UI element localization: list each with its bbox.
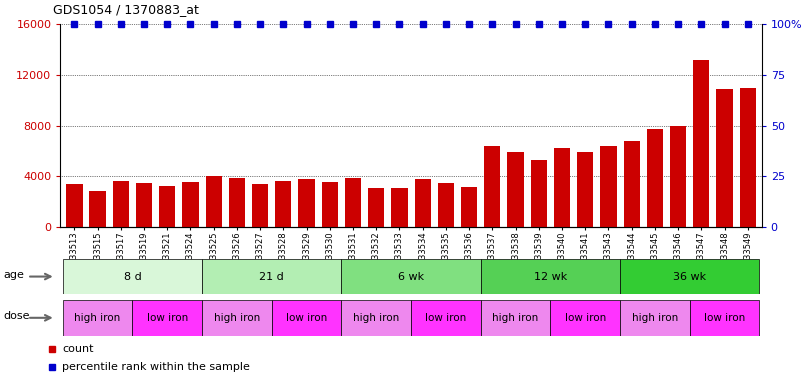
Text: low iron: low iron: [564, 313, 606, 323]
Bar: [717, 89, 733, 227]
Bar: [272, 300, 342, 336]
Text: high iron: high iron: [214, 313, 260, 323]
Text: age: age: [3, 270, 24, 280]
Bar: [461, 187, 477, 227]
Bar: [229, 177, 245, 227]
Bar: [530, 160, 547, 227]
Bar: [159, 186, 176, 227]
Text: 12 wk: 12 wk: [534, 272, 567, 282]
Bar: [690, 300, 759, 336]
Bar: [136, 183, 152, 227]
Text: GDS1054 / 1370883_at: GDS1054 / 1370883_at: [53, 3, 199, 16]
Text: low iron: low iron: [286, 313, 327, 323]
Text: 36 wk: 36 wk: [673, 272, 706, 282]
Bar: [411, 300, 480, 336]
Bar: [113, 182, 129, 227]
Text: high iron: high iron: [74, 313, 121, 323]
Text: percentile rank within the sample: percentile rank within the sample: [63, 362, 251, 372]
Bar: [252, 184, 268, 227]
Bar: [693, 60, 709, 227]
Text: count: count: [63, 344, 94, 354]
Bar: [577, 152, 593, 227]
Bar: [63, 300, 132, 336]
Bar: [740, 88, 756, 227]
Bar: [624, 141, 640, 227]
Text: high iron: high iron: [353, 313, 399, 323]
Text: high iron: high iron: [492, 313, 538, 323]
Bar: [414, 179, 430, 227]
Bar: [345, 178, 361, 227]
Bar: [508, 152, 524, 227]
Bar: [484, 146, 501, 227]
Bar: [63, 259, 202, 294]
Bar: [646, 129, 663, 227]
Text: low iron: low iron: [147, 313, 188, 323]
Bar: [89, 191, 106, 227]
Text: 6 wk: 6 wk: [398, 272, 424, 282]
Bar: [480, 259, 620, 294]
Bar: [600, 146, 617, 227]
Bar: [342, 259, 480, 294]
Bar: [438, 183, 454, 227]
Bar: [392, 188, 408, 227]
Text: 8 d: 8 d: [123, 272, 141, 282]
Bar: [66, 184, 82, 227]
Bar: [342, 300, 411, 336]
Bar: [202, 300, 272, 336]
Text: dose: dose: [3, 311, 30, 321]
Text: low iron: low iron: [426, 313, 467, 323]
Text: 21 d: 21 d: [260, 272, 285, 282]
Bar: [206, 176, 222, 227]
Bar: [480, 300, 550, 336]
Bar: [554, 148, 570, 227]
Text: high iron: high iron: [632, 313, 678, 323]
Bar: [322, 182, 338, 227]
Bar: [275, 182, 292, 227]
Bar: [670, 126, 686, 227]
Bar: [132, 300, 202, 336]
Bar: [368, 188, 384, 227]
Text: low iron: low iron: [704, 313, 745, 323]
Bar: [550, 300, 620, 336]
Bar: [620, 259, 759, 294]
Bar: [182, 182, 198, 227]
Bar: [202, 259, 342, 294]
Bar: [620, 300, 690, 336]
Bar: [298, 179, 314, 227]
